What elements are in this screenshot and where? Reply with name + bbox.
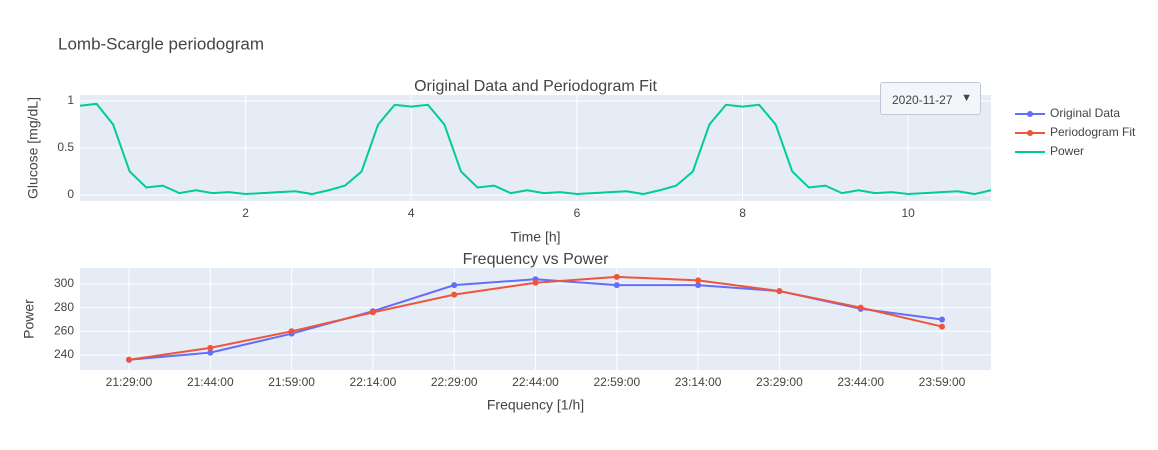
x-tick-label: 2 [242, 206, 249, 220]
marker [451, 282, 458, 289]
x-tick-label: 10 [902, 206, 916, 220]
x-tick-label: 21:59:00 [268, 375, 315, 389]
y-tick-label: 260 [54, 323, 74, 337]
x-tick-label: 23:59:00 [919, 375, 966, 389]
y-tick-label: 0.5 [57, 140, 74, 154]
line [79, 102, 992, 196]
dropdown-arrow: ▼ [961, 92, 972, 104]
y-tick-label: 300 [54, 276, 74, 290]
subplot-title: Original Data and Periodogram Fit [414, 78, 657, 95]
marker [695, 277, 702, 284]
y-tick-label: 0 [67, 187, 74, 201]
x-tick-label: 21:29:00 [106, 375, 153, 389]
marker [857, 304, 864, 311]
x-tick-label: 22:14:00 [350, 375, 397, 389]
x-tick-label: 4 [408, 206, 415, 220]
dropdown-value: 2020-11-27 [892, 93, 953, 107]
marker [369, 309, 376, 316]
x-tick-label: 23:14:00 [675, 375, 722, 389]
subplot-title: Frequency vs Power [463, 251, 610, 268]
marker [207, 344, 214, 351]
legend-label: Original Data [1050, 106, 1120, 120]
x-tick-label: 22:29:00 [431, 375, 478, 389]
date-dropdown[interactable]: 2020-11-27 ▼ [880, 82, 981, 115]
legend-label: Power [1050, 144, 1084, 158]
y-axis-title: Power [21, 299, 37, 339]
x-axis-title: Time [h] [510, 229, 560, 245]
x-axis-title: Frequency [1/h] [487, 397, 584, 413]
marker [126, 356, 132, 363]
y-tick-label: 240 [54, 347, 74, 361]
x-tick-label: 21:44:00 [187, 375, 234, 389]
x-tick-label: 6 [574, 206, 581, 220]
x-tick-label: 22:59:00 [593, 375, 640, 389]
marker [451, 291, 458, 298]
marker [532, 279, 539, 286]
x-tick-label: 23:29:00 [756, 375, 803, 389]
legend-marker [1027, 111, 1033, 117]
marker [776, 288, 783, 295]
legend-label: Periodogram Fit [1050, 125, 1136, 139]
y-tick-label: 1 [67, 93, 74, 107]
marker [613, 273, 620, 280]
x-tick-label: 8 [739, 206, 746, 220]
marker [939, 323, 945, 330]
figure-title: Lomb-Scargle periodogram [58, 34, 264, 53]
y-tick-label: 280 [54, 300, 74, 314]
x-tick-label: 23:44:00 [837, 375, 884, 389]
marker [207, 349, 214, 356]
marker [695, 282, 702, 289]
legend-marker [1027, 130, 1033, 136]
marker [613, 282, 620, 289]
marker [939, 316, 945, 323]
y-axis-title: Glucose [mg/dL] [25, 97, 41, 199]
marker [288, 328, 295, 335]
x-tick-label: 22:44:00 [512, 375, 559, 389]
